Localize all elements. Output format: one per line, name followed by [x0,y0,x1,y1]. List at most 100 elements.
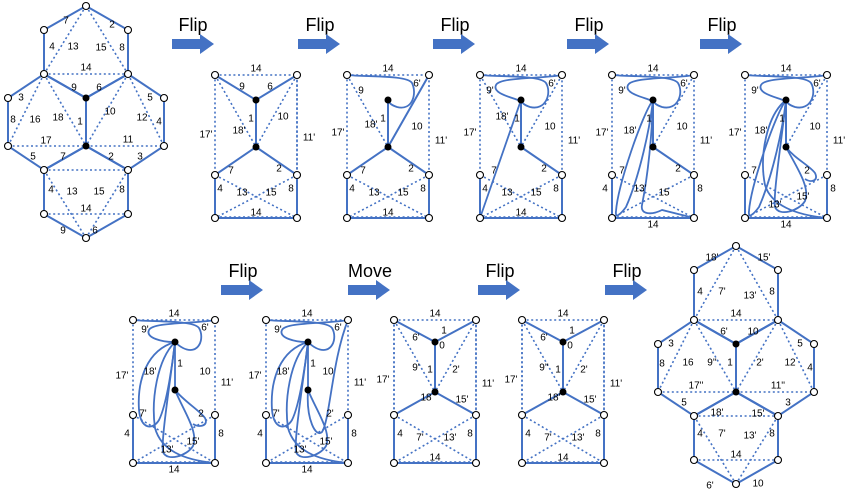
edge-label: 14 [301,309,313,320]
edge-label: 15' [455,395,468,406]
edge-label: 8 [553,184,559,195]
vertex-marker [773,411,783,421]
edge-label: 2 [541,164,547,175]
vertex-marker [292,70,302,80]
panel-step-6: 14 9' 6' 17' 18' 1 10 11' 7' 2 4 15' 13'… [115,309,233,476]
edge-label: 16 [682,358,694,369]
edge-label: 15' [796,192,809,203]
edge-label: 17' [248,371,261,382]
edge-label: 7 [751,166,757,177]
edge-label: 18' [710,408,723,419]
edge-label: 5 [30,152,36,163]
edge-label: 18' [495,112,508,123]
puncture-marker [304,386,312,394]
panel-step-8: 14 6' 1 0 17' 9' 1 2' 11' 18 15' 4 7' 13… [376,309,494,468]
edge-label: 7' [272,409,280,420]
op-flip-6: Flip [221,261,263,300]
edge-label: 6' [813,79,821,90]
edge-label: 7 [63,16,69,27]
edge-label: 15 [658,188,670,199]
edge-label: 9' [141,325,149,336]
edge-label: 12 [784,358,796,369]
edge-label: 8 [288,184,294,195]
vertex-marker [740,170,750,180]
vertex-marker [39,165,49,175]
op-label: Flip [305,15,334,35]
vertex-marker [39,69,49,79]
vertex-marker [475,70,485,80]
vertex-marker [689,411,699,421]
vertex-marker [123,209,133,219]
edge-label: 1 [441,326,447,337]
edge-label: 4 [697,429,703,440]
vertex-marker [39,209,49,219]
edge-label: 15 [93,187,105,198]
edge-label: 4 [257,429,263,440]
puncture-marker [82,94,90,102]
vertex-marker [653,387,663,397]
edge-labels: 14 9' 6' 17' 18' 1 10 11' 7' 2 4 15' 13'… [115,309,233,476]
puncture-marker [732,340,740,348]
edge-label: 13' [293,445,306,456]
puncture-marker [517,143,525,151]
edge-label: 14 [557,309,569,320]
vertex-marker [210,213,220,223]
edge-label: 17' [728,128,741,139]
edge-label: 3 [668,339,674,350]
edge-label: 4 [49,42,55,53]
edge-labels: 14 6' 1 0 17' 9'' 1 2' 11' 18' 15' 4 7' … [504,309,622,464]
right-arrow-icon [567,34,609,54]
edge-label: 11' [610,379,622,390]
edge-label: 6' [413,79,421,90]
edge-label: 10 [809,122,821,133]
edge-label: 14 [515,208,527,219]
vertex-marker [159,93,169,103]
vertex-marker [471,410,481,420]
panel-final-hexagons: 18' 15' 4 7' 13' 8 14 6' 10 3 16 9'' 1 2… [653,241,819,492]
edge-label: 7' [139,409,147,420]
edge-label: 6' [334,323,342,334]
vertex-marker [689,213,699,223]
edge-label: 13' [743,431,756,442]
vertex-marker [81,233,91,243]
edge-label: 0 [439,341,445,352]
edge-label: 7' [718,429,726,440]
vertex-marker [128,315,138,325]
edge-labels: 18' 15' 4 7' 13' 8 14 6' 10 3 16 9'' 1 2… [659,253,813,492]
op-flip-3: Flip [433,15,475,54]
vertex-marker [607,70,617,80]
right-arrow-icon [605,280,647,300]
puncture-marker [732,388,740,396]
edge-label: 8 [218,429,224,440]
edge-label: 4 [217,184,223,195]
edge-label: 2 [109,20,115,31]
edge-label: 15 [265,188,277,199]
edge-label: 9'' [707,358,716,369]
vertex-marker [557,213,567,223]
edge-label: 2' [326,409,334,420]
vertex-marker [599,315,609,325]
edge-label: 17' [463,128,476,139]
edge-label: 13 [368,188,380,199]
edge-label: 7 [228,166,234,177]
vertex-marker [210,410,220,420]
edge-label: 7 [491,166,497,177]
edge-label: 10 [544,122,556,133]
edge-labels: 14 9 6 17' 18' 1 10 11' 7 2 4 13 15 8 14 [199,64,315,219]
edge-label: 2 [276,164,282,175]
puncture-marker [559,388,567,396]
edge-label: 17 [40,136,52,147]
edge-label: 9 [239,82,245,93]
edge-label: 8 [467,429,473,440]
edge-labels: 7 2 4 13 15 8 14 9 6 3 5 8 16 18 1 10 12… [10,16,162,237]
edge-label: 7 [60,152,66,163]
edge-label: 1 [569,326,575,337]
edge-label: 10 [747,327,759,338]
edge-label: 18' [143,367,156,378]
edge-label: 13 [236,188,248,199]
edge-label: 4 [807,363,813,374]
puncture-marker [82,142,90,150]
puncture-marker [304,338,312,346]
vertex-marker [822,170,832,180]
